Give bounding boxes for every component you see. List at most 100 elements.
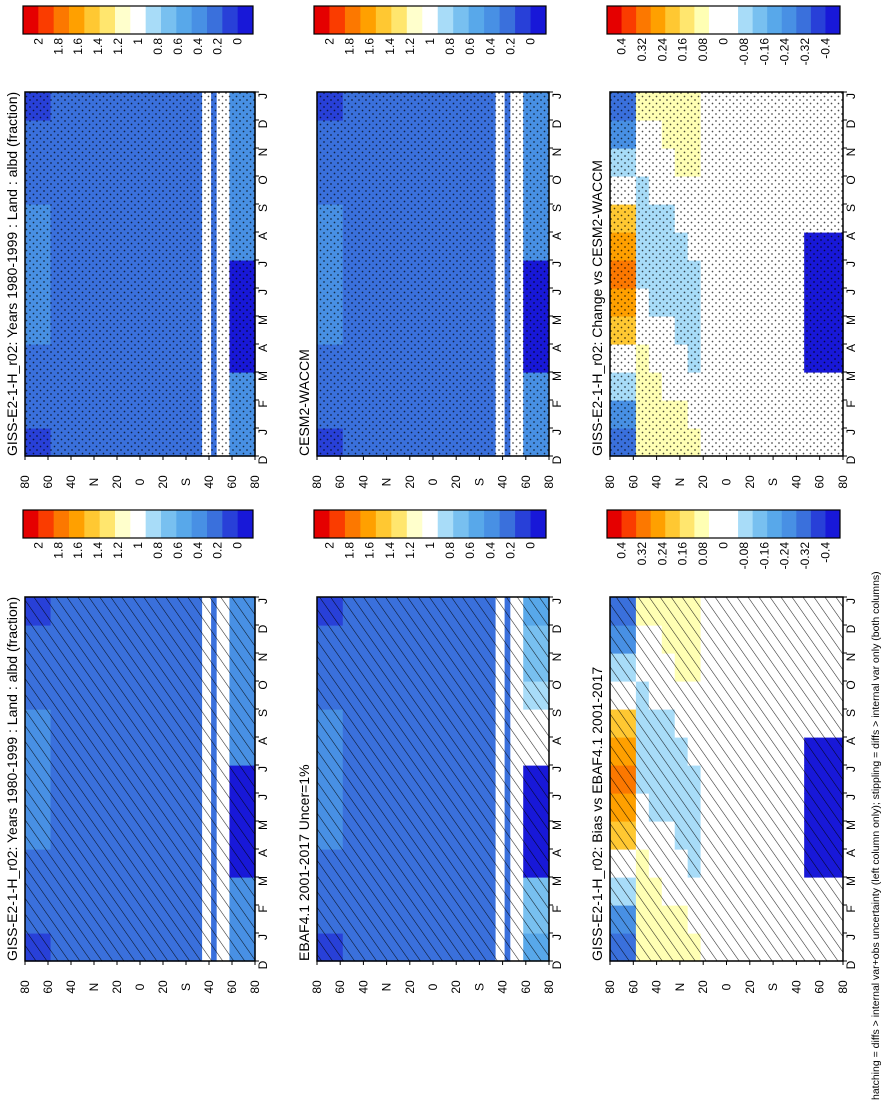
- colorbar-swatch: [375, 6, 392, 34]
- colorbar-swatch: [23, 510, 39, 538]
- colorbar-swatch: [344, 6, 361, 34]
- y-tick-label: 80: [18, 980, 32, 994]
- colorbar-frame: [606, 509, 841, 539]
- y-tick-label: 40: [789, 980, 803, 994]
- colorbar-label: -0.08: [737, 542, 751, 570]
- colorbar-label: 0.4: [191, 542, 205, 559]
- colorbar-label: 1.8: [51, 542, 65, 559]
- colorbar-swatch: [437, 510, 454, 538]
- x-tick-label: J: [256, 766, 270, 772]
- colorbar-swatch: [115, 510, 131, 538]
- y-tick-label: 40: [64, 475, 78, 489]
- colorbar-label: 1.4: [91, 38, 105, 55]
- colorbar-swatch: [207, 6, 223, 34]
- colorbar-swatch: [222, 6, 239, 34]
- y-tick-label: 20: [743, 980, 757, 994]
- x-tick-label: N: [844, 653, 858, 662]
- x-tick-label: M: [844, 371, 858, 381]
- y-tick-label: 40: [650, 980, 664, 994]
- y-tick-label: N: [380, 983, 394, 992]
- colorbar-swatch: [237, 510, 254, 538]
- y-tick-label: 0: [426, 478, 440, 485]
- colorbar-swatch: [130, 510, 147, 538]
- colorbar-swatch: [69, 510, 85, 538]
- colorbar-swatch: [607, 6, 622, 34]
- colorbar-swatch: [391, 510, 408, 538]
- colorbar-swatch: [752, 510, 768, 538]
- y-tick-label: 60: [333, 475, 347, 489]
- colorbar-label: 1.2: [403, 542, 417, 559]
- colorbar-swatch: [437, 6, 454, 34]
- x-tick-label: M: [550, 371, 564, 381]
- colorbar-swatch: [406, 6, 423, 34]
- x-tick-label: O: [550, 175, 564, 184]
- y-tick-label: N: [673, 478, 687, 487]
- colorbar-label: -0.16: [757, 38, 771, 66]
- colorbar-swatch: [796, 510, 812, 538]
- x-tick-label: J: [844, 766, 858, 772]
- y-tick-label: S: [179, 478, 193, 486]
- colorbar-label: 0.8: [151, 542, 165, 559]
- colorbar-label: 1: [423, 38, 437, 45]
- y-tick-label: 40: [496, 475, 510, 489]
- y-tick-label: S: [179, 983, 193, 991]
- colorbar-swatch: [499, 510, 516, 538]
- y-tick-label: 60: [626, 475, 640, 489]
- x-tick-label: S: [256, 204, 270, 212]
- x-tick-label: J: [844, 794, 858, 800]
- y-tick-label: 20: [110, 475, 124, 489]
- colorbar-frame: [22, 5, 254, 35]
- x-tick-label: D: [256, 624, 270, 633]
- colorbar-swatch: [515, 510, 531, 538]
- colorbar-swatch: [694, 6, 710, 34]
- y-tick-label: 60: [333, 980, 347, 994]
- colorbar-swatch: [237, 6, 254, 34]
- x-tick-label: J: [550, 598, 564, 604]
- colorbar-swatch: [314, 510, 330, 538]
- colorbar-label: 1.4: [383, 38, 397, 55]
- colorbar-label: 2: [31, 542, 45, 549]
- colorbar-swatch: [53, 510, 70, 538]
- colorbar-label: 1: [423, 542, 437, 549]
- y-tick-label: 40: [202, 980, 216, 994]
- x-tick-label: J: [550, 261, 564, 267]
- y-tick-label: 60: [519, 980, 533, 994]
- stippling-overlay: [25, 92, 255, 456]
- y-tick-label: 80: [836, 980, 850, 994]
- colorbar-label: 2: [322, 38, 336, 45]
- colorbar-swatch: [222, 510, 239, 538]
- x-tick-label: D: [550, 455, 564, 464]
- colorbar-swatch: [767, 6, 783, 34]
- colorbar-label: 0.24: [655, 38, 669, 62]
- x-tick-label: F: [256, 400, 270, 407]
- y-tick-label: 20: [696, 980, 710, 994]
- colorbar-label: 1.8: [343, 542, 357, 559]
- x-tick-label: F: [256, 905, 270, 912]
- colorbar-swatch: [468, 6, 485, 34]
- colorbar-label: 0: [524, 38, 538, 45]
- panel-title: GISS-E2-1-H_r02: Years 1980-1999 : Land …: [4, 92, 20, 456]
- x-tick-label: M: [844, 820, 858, 830]
- colorbar-swatch: [176, 510, 193, 538]
- x-tick-label: D: [256, 119, 270, 128]
- colorbar-swatch: [825, 510, 841, 538]
- y-tick-label: 80: [836, 475, 850, 489]
- colorbar-swatch: [665, 6, 681, 34]
- y-tick-label: 20: [449, 475, 463, 489]
- hatching-overlay: [317, 597, 549, 961]
- x-tick-label: N: [256, 148, 270, 157]
- colorbar-label: 0.6: [171, 38, 185, 55]
- x-tick-label: J: [256, 289, 270, 295]
- y-tick-label: S: [766, 478, 780, 486]
- x-tick-label: D: [550, 960, 564, 969]
- panel-title: CESM2-WACCM: [296, 349, 312, 456]
- y-tick-label: 40: [64, 980, 78, 994]
- colorbar-swatch: [723, 510, 739, 538]
- colorbar-swatch: [38, 6, 55, 34]
- x-tick-label: J: [256, 794, 270, 800]
- colorbar-label: 1.2: [111, 542, 125, 559]
- y-tick-label: 0: [133, 983, 147, 990]
- colorbar-swatch: [515, 6, 531, 34]
- x-tick-label: D: [844, 624, 858, 633]
